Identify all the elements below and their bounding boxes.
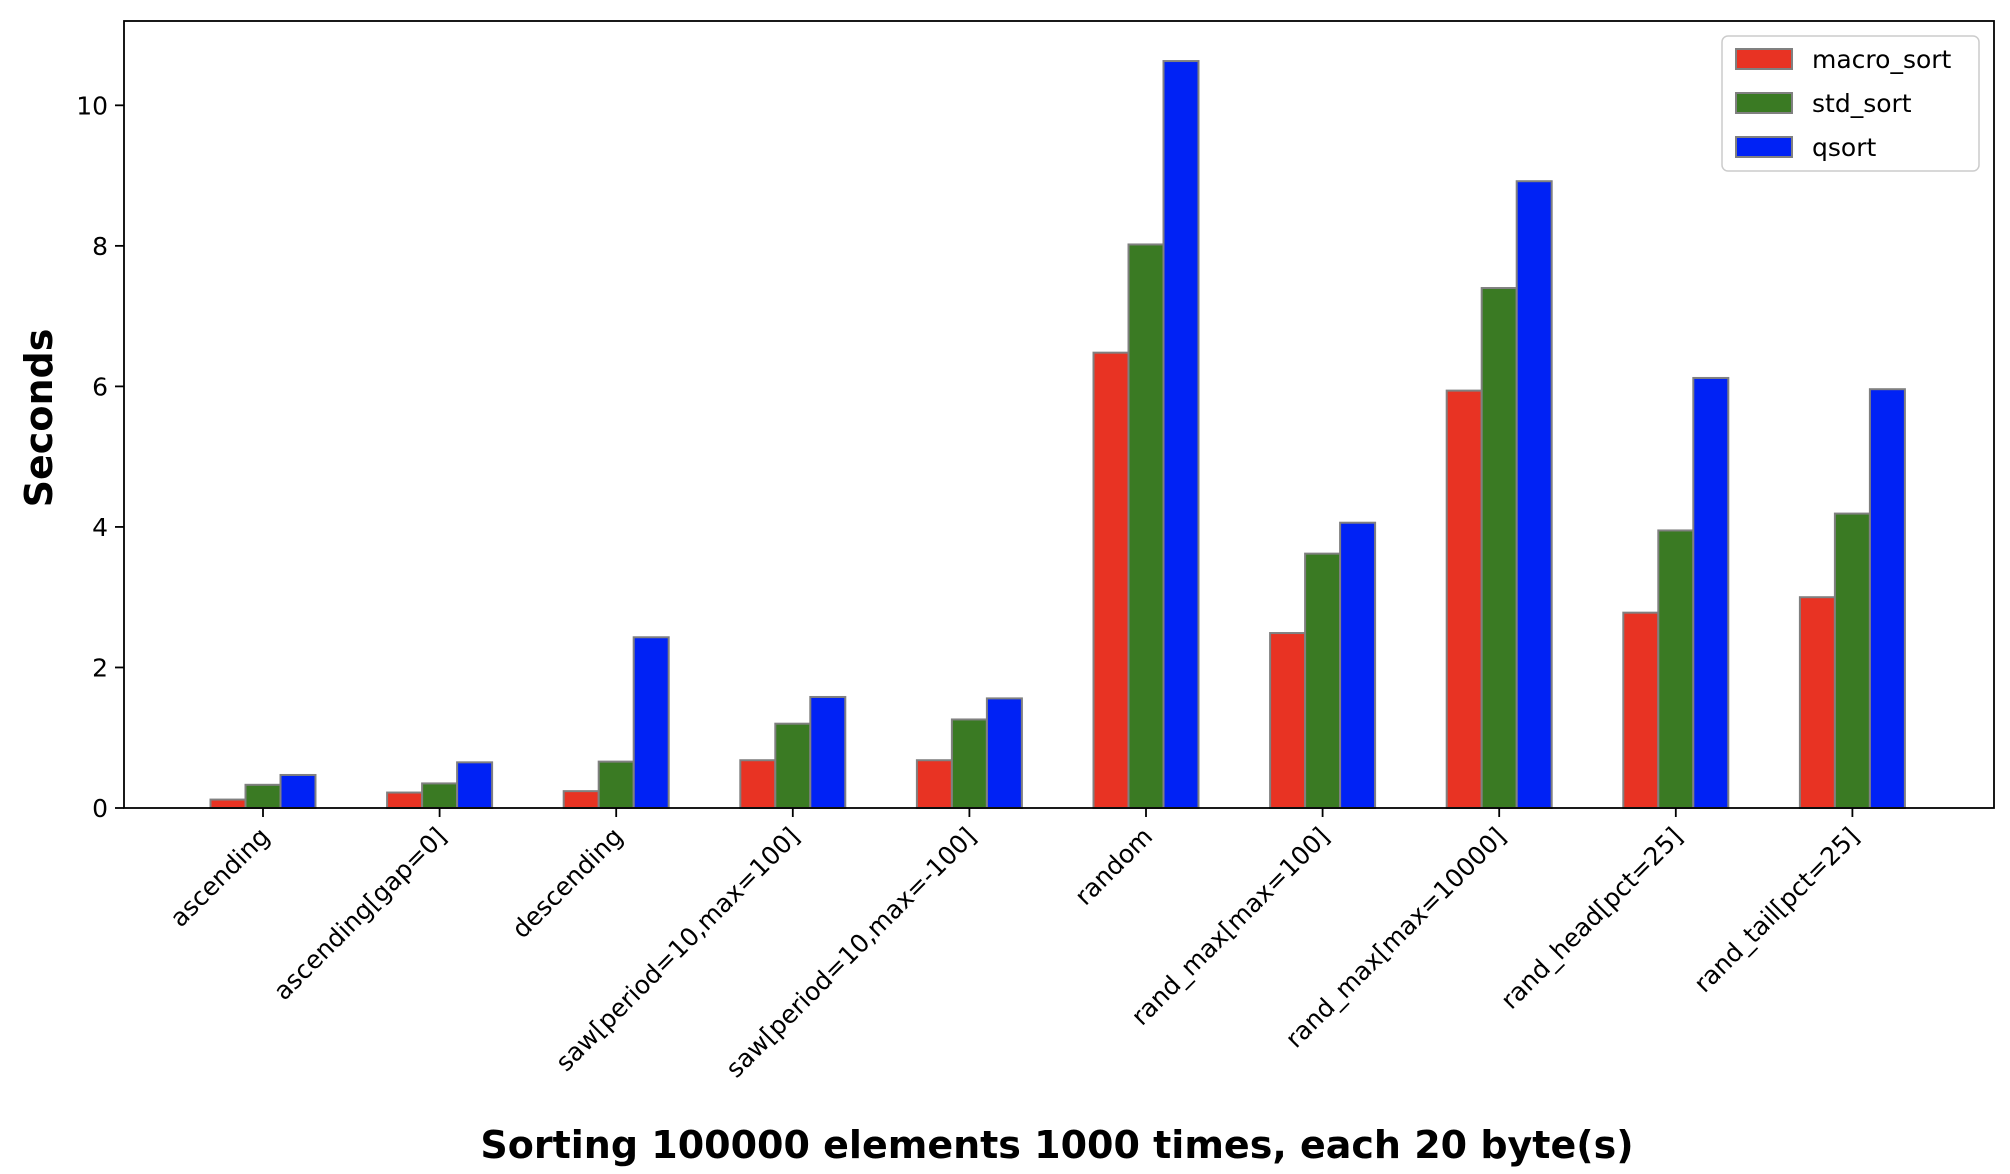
bar-std_sort-5 (1127, 243, 1165, 809)
bar-macro_sort-9 (1798, 596, 1836, 810)
bar-qsort-4 (985, 697, 1023, 810)
bar-macro_sort-0 (209, 798, 247, 810)
bar-qsort-0 (279, 773, 317, 809)
bar-qsort-8 (1692, 376, 1730, 809)
bar-std_sort-3 (774, 722, 812, 809)
bar-macro_sort-6 (1269, 632, 1307, 810)
legend-label-macro_sort: macro_sort (1812, 45, 1952, 74)
legend-swatch-std_sort (1735, 92, 1793, 114)
legend-swatch-macro_sort (1735, 48, 1793, 70)
y-tick-label-2: 4 (92, 513, 108, 542)
y-tick-label-1: 2 (92, 653, 108, 682)
bar-macro_sort-7 (1445, 389, 1483, 809)
bar-macro_sort-1 (386, 791, 424, 809)
bar-macro_sort-5 (1092, 351, 1130, 809)
bar-qsort-9 (1868, 388, 1906, 809)
bar-qsort-3 (809, 695, 847, 809)
bar-qsort-5 (1162, 60, 1200, 810)
bar-std_sort-7 (1480, 287, 1518, 809)
y-tick-label-0: 0 (92, 794, 108, 823)
legend-label-std_sort: std_sort (1812, 89, 1912, 118)
bar-std_sort-2 (597, 760, 635, 809)
y-axis-ticks: 0 2 4 6 8 10 (76, 91, 124, 823)
y-tick-label-3: 6 (92, 372, 108, 401)
y-axis-title: Seconds (17, 329, 61, 508)
y-tick-label-4: 8 (92, 232, 108, 261)
bar-qsort-7 (1515, 180, 1553, 809)
y-tick-label-5: 10 (76, 91, 108, 120)
bar-qsort-2 (632, 636, 670, 809)
bar-std_sort-0 (244, 783, 282, 809)
bar-std_sort-6 (1304, 552, 1342, 809)
x-axis-title: Sorting 100000 elements 1000 times, each… (480, 1123, 1633, 1167)
bar-qsort-1 (456, 761, 494, 810)
bar-std_sort-4 (950, 718, 988, 810)
bar-macro_sort-2 (562, 790, 600, 810)
bars-layer (209, 60, 1906, 810)
bar-macro_sort-3 (739, 759, 777, 809)
legend-swatch-qsort (1735, 136, 1793, 158)
plot-frame (123, 20, 1995, 809)
bar-macro_sort-8 (1622, 611, 1660, 809)
bar-std_sort-9 (1833, 512, 1871, 810)
legend-label-qsort: qsort (1812, 133, 1876, 162)
bar-std_sort-1 (421, 782, 459, 809)
bar-macro_sort-4 (915, 759, 953, 809)
bar-qsort-6 (1339, 521, 1377, 810)
bar-std_sort-8 (1657, 529, 1695, 809)
